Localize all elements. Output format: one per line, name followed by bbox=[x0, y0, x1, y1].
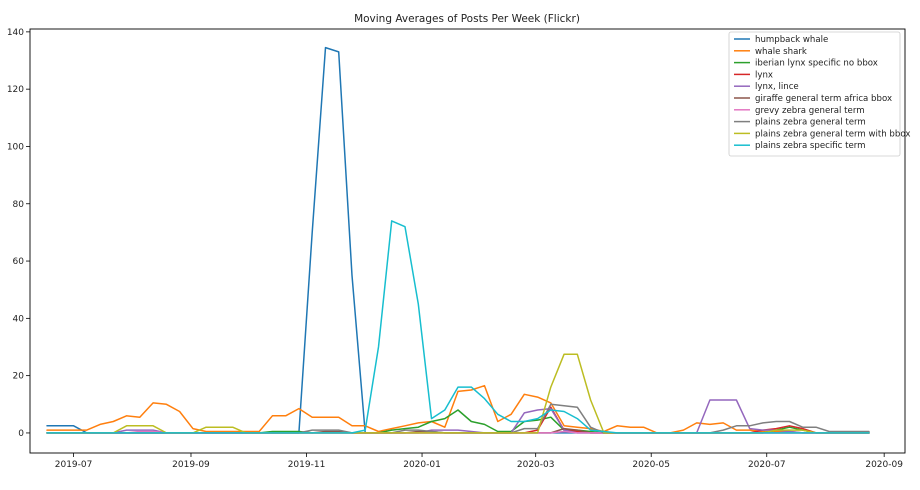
x-tick-label: 2019-07 bbox=[55, 460, 93, 470]
x-tick-label: 2020-01 bbox=[403, 460, 441, 470]
series-line-humpback-whale bbox=[46, 46, 870, 434]
series-line-plains-zebra-general-term-with-bbox bbox=[46, 353, 870, 434]
legend-entry: giraffe general term africa bbox bbox=[755, 94, 892, 104]
legend: humpback whale whale shark iberian lynx sp… bbox=[728, 31, 910, 157]
legend-entry: lynx, lince bbox=[755, 82, 799, 92]
x-tick-label: 2020-07 bbox=[748, 460, 786, 470]
x-axis: 2019-07 2019-09 2019-11 2020-01 2020-03 2020-… bbox=[55, 453, 903, 470]
legend-entry: plains zebra general term with bbox bbox=[755, 129, 910, 139]
series-lines bbox=[46, 46, 870, 434]
x-tick-label: 2020-03 bbox=[517, 460, 555, 470]
y-axis: 0 20 40 60 80 100 120 140 bbox=[7, 28, 30, 439]
x-tick-label: 2020-05 bbox=[632, 460, 670, 470]
legend-entry: humpback whale bbox=[755, 35, 828, 45]
y-tick-label: 120 bbox=[7, 85, 24, 95]
series-line-lynx-lince bbox=[46, 399, 870, 434]
legend-entry: lynx bbox=[755, 70, 773, 80]
legend-box bbox=[728, 31, 901, 157]
y-tick-label: 20 bbox=[13, 372, 25, 382]
y-tick-label: 80 bbox=[13, 200, 25, 210]
y-tick-label: 100 bbox=[7, 142, 24, 152]
x-tick-label: 2019-11 bbox=[288, 460, 326, 470]
plot-area-frame bbox=[29, 28, 906, 454]
x-tick-label: 2019-09 bbox=[172, 460, 210, 470]
legend-entry: plains zebra general term bbox=[755, 118, 866, 128]
y-tick-label: 0 bbox=[18, 429, 24, 439]
legend-entry: grevy zebra general term bbox=[755, 106, 865, 116]
y-tick-label: 60 bbox=[13, 257, 25, 267]
y-tick-label: 40 bbox=[13, 314, 25, 324]
y-tick-label: 140 bbox=[7, 28, 24, 38]
chart-title: Moving Averages of Posts Per Week (Flick… bbox=[354, 13, 580, 25]
series-line-plains-zebra-specific-term bbox=[46, 220, 870, 434]
legend-entry: plains zebra specific term bbox=[755, 141, 866, 151]
legend-entry: whale shark bbox=[755, 47, 807, 57]
legend-entry: iberian lynx specific no bbox bbox=[755, 59, 878, 69]
x-tick-label: 2020-09 bbox=[865, 460, 903, 470]
